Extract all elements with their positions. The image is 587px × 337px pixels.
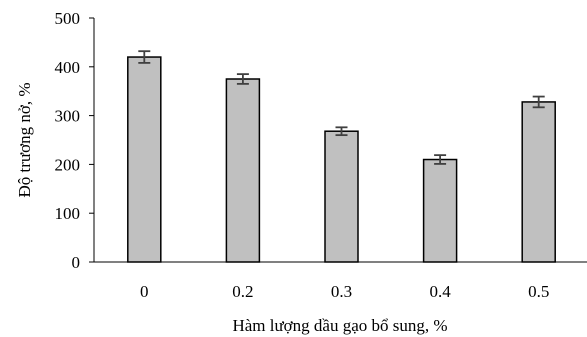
y-tick-label: 300 [55,107,81,126]
bar-0.5 [521,101,556,263]
y-tick-label: 0 [72,253,81,272]
bar-0 [127,56,162,263]
error-bars [138,50,545,165]
y-axis-ticks: 0 100 200 300 400 500 [55,9,94,272]
error-bar-0.2 [236,73,249,85]
bars [127,56,556,263]
bar-0.3 [324,130,359,263]
x-tick-label: 0 [140,282,149,301]
error-bar-0 [138,50,151,64]
bar-0.2 [225,78,261,263]
x-axis-title: Hàm lượng dầu gạo bổ sung, % [232,316,447,335]
y-tick-label: 200 [55,155,81,174]
bar-0.4 [422,158,458,263]
x-tick-label: 0.2 [232,282,253,301]
error-bar-0.4 [434,154,447,165]
y-tick-label: 100 [55,204,81,223]
error-bar-0.3 [335,126,348,137]
y-tick-label: 500 [55,9,81,28]
error-bar-0.5 [532,95,545,109]
x-axis-ticks: 0 0.2 0.3 0.4 0.5 [140,282,549,301]
x-tick-label: 0.3 [331,282,352,301]
x-tick-label: 0.5 [528,282,549,301]
x-tick-label: 0.4 [429,282,451,301]
y-axis-title: Độ trương nở, % [15,82,34,197]
y-tick-label: 400 [55,58,81,77]
